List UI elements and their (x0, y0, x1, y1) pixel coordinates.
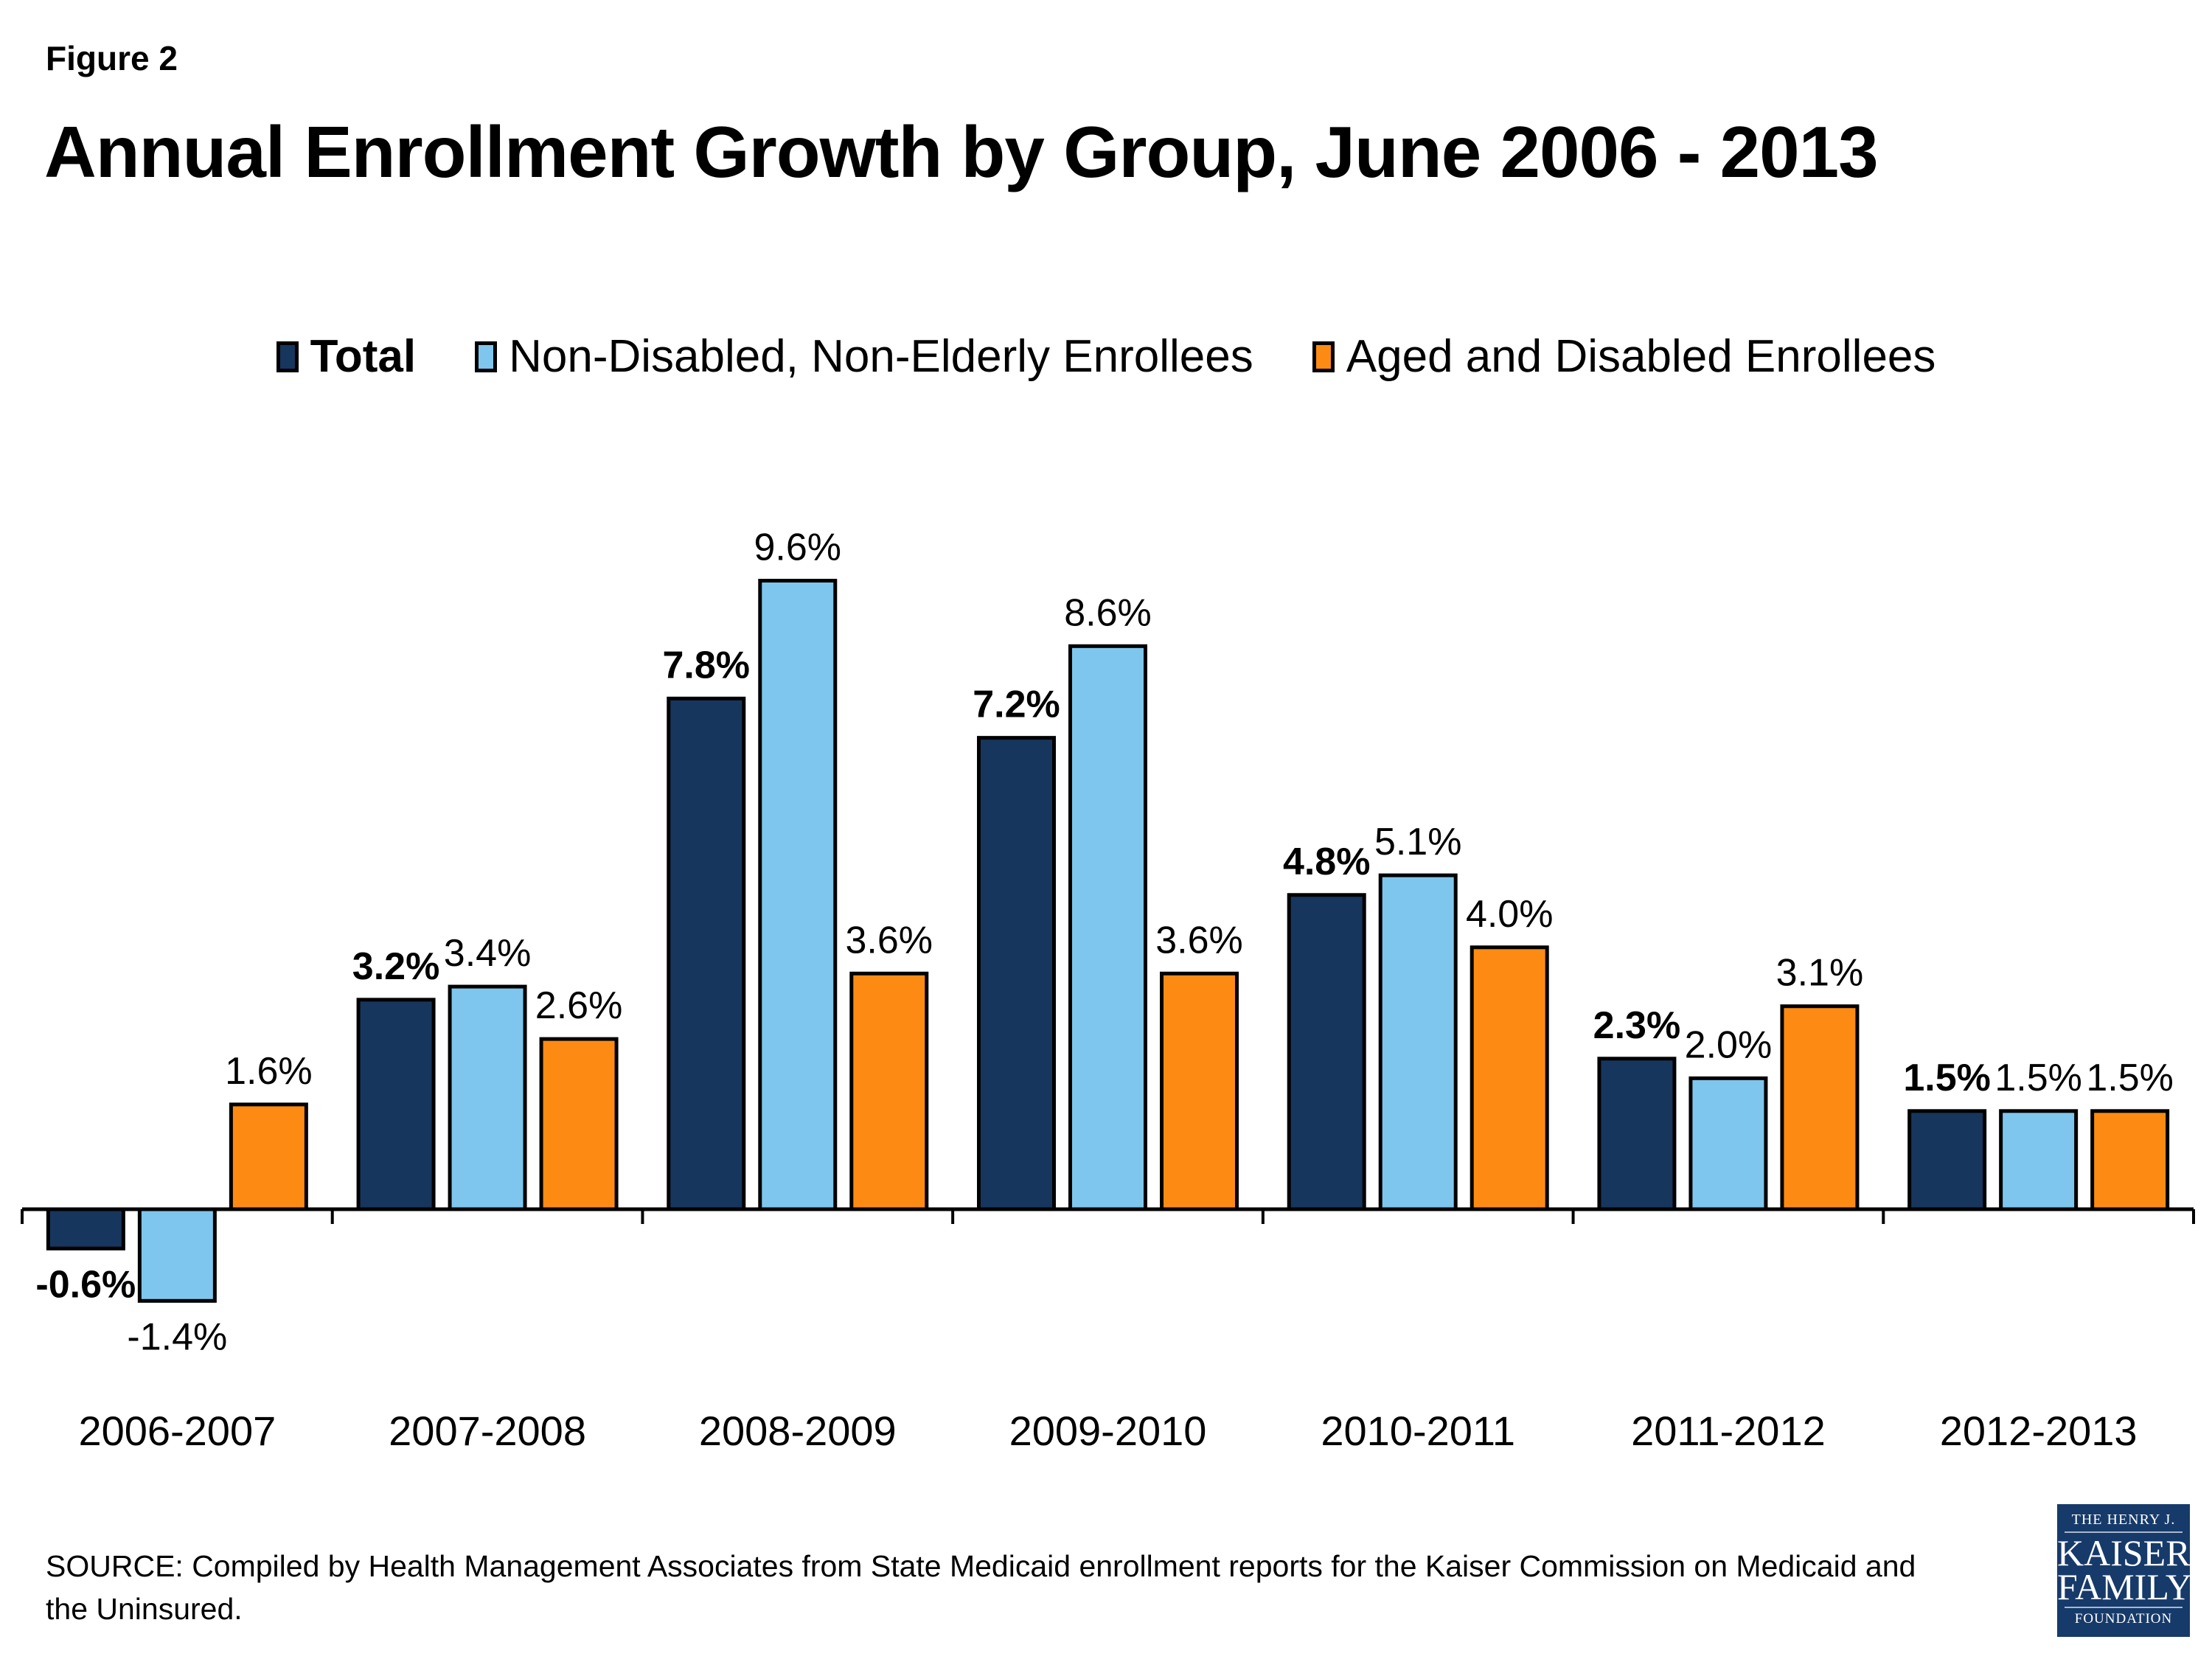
x-tick-label: 2012-2013 (1940, 1408, 2138, 1454)
bar (1287, 893, 1366, 1211)
data-label: 3.6% (846, 919, 933, 961)
data-label: 7.2% (973, 684, 1060, 726)
data-label: 2.6% (535, 984, 623, 1027)
x-tick-label: 2007-2008 (389, 1408, 586, 1454)
logo-line-1: THE HENRY J. (2065, 1512, 2183, 1533)
legend-swatch-aged-disabled (1312, 341, 1335, 372)
bar (667, 696, 746, 1211)
data-label: 2.3% (1593, 1004, 1681, 1047)
legend-item-aged-disabled: Aged and Disabled Enrollees (1312, 330, 1936, 383)
legend-swatch-non-disabled (475, 341, 498, 372)
legend-label-non-disabled: Non-Disabled, Non-Elderly Enrollees (509, 331, 1253, 382)
bar (1999, 1109, 2079, 1211)
legend-item-total: Total (276, 330, 417, 383)
bar (539, 1037, 619, 1211)
x-tick-label: 2011-2012 (1631, 1408, 1826, 1454)
bar-chart: -0.6% -1.4% 1.6% 2006-2007 3.2% 3.4%2.6% 2007-… (21, 526, 2195, 1454)
bar (1780, 1004, 1860, 1211)
bar (1470, 945, 1549, 1211)
data-label: 5.1% (1374, 821, 1462, 863)
data-label: 2.0% (1685, 1023, 1773, 1066)
bar (1378, 873, 1458, 1211)
data-label: 1.6% (225, 1050, 313, 1093)
data-label: 8.6% (1064, 591, 1152, 634)
data-label: 4.8% (1283, 841, 1371, 883)
bar (229, 1102, 308, 1211)
x-tick-label: 2006-2007 (78, 1408, 276, 1454)
figure-label: Figure 2 (46, 39, 178, 77)
legend: Total Non-Disabled, Non-Elderly Enrollee… (0, 330, 2212, 383)
bar (977, 736, 1056, 1211)
bar (1597, 1057, 1677, 1211)
bar (2090, 1109, 2170, 1211)
bar (1907, 1109, 1987, 1211)
data-label: 1.5% (1903, 1057, 1991, 1099)
data-label: -1.4% (127, 1315, 227, 1358)
kff-logo: THE HENRY J. KAISER FAMILY FOUNDATION (2057, 1504, 2192, 1637)
bar (849, 971, 929, 1211)
data-label: -0.6% (35, 1263, 136, 1306)
data-label: 3.4% (444, 932, 532, 975)
x-tick-label: 2009-2010 (1009, 1408, 1207, 1454)
bar (46, 1207, 125, 1251)
legend-label-total: Total (310, 331, 417, 382)
legend-swatch-total (276, 341, 299, 372)
data-label: 9.6% (754, 526, 842, 569)
logo-line-2: KAISER (2057, 1532, 2191, 1573)
data-label: 3.2% (352, 945, 440, 988)
data-label: 3.1% (1776, 952, 1864, 995)
chart-title: Annual Enrollment Growth by Group, June … (44, 111, 1879, 192)
data-label: 1.5% (1994, 1057, 2082, 1099)
bar (1068, 644, 1147, 1211)
bar (137, 1207, 217, 1303)
x-tick-label: 2010-2011 (1321, 1408, 1515, 1454)
logo-line-3: FAMILY (2057, 1566, 2192, 1607)
data-label: 7.8% (663, 644, 751, 686)
bar (448, 984, 527, 1211)
bar (1688, 1076, 1768, 1211)
data-label: 4.0% (1466, 893, 1554, 936)
bar (356, 998, 436, 1211)
bar (1160, 971, 1239, 1211)
data-label: 1.5% (2086, 1057, 2174, 1099)
logo-line-4: FOUNDATION (2065, 1607, 2183, 1627)
x-tick-label: 2008-2009 (699, 1408, 897, 1454)
data-label: 3.6% (1155, 919, 1243, 961)
source-note: SOURCE: Compiled by Health Management As… (46, 1549, 1916, 1626)
legend-label-aged-disabled: Aged and Disabled Enrollees (1346, 331, 1936, 382)
bar (758, 579, 838, 1211)
legend-item-non-disabled: Non-Disabled, Non-Elderly Enrollees (475, 330, 1253, 383)
